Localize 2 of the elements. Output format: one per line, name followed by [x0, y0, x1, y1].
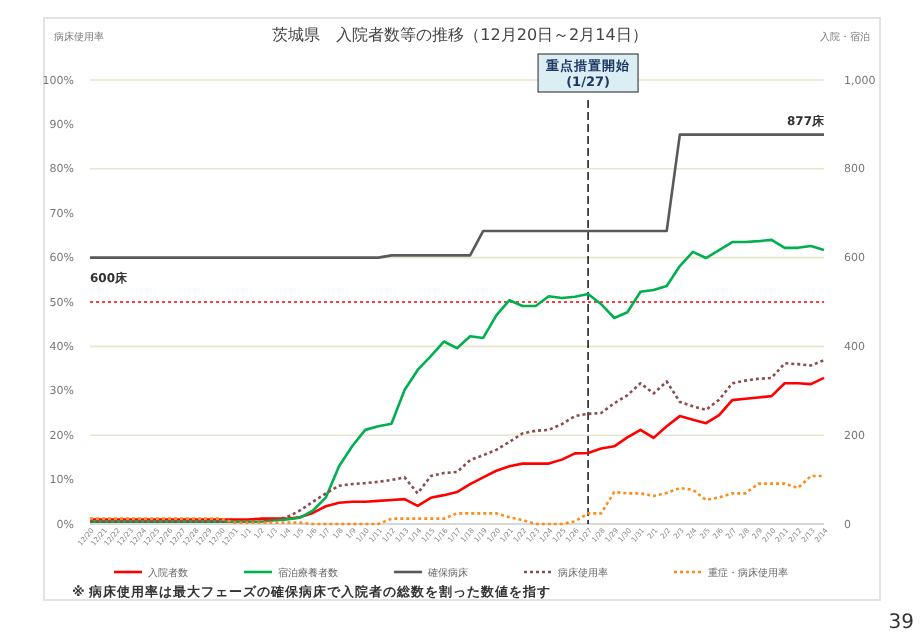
chart-title: 茨城県 入院者数等の推移（12月20日～2月14日） — [272, 26, 648, 44]
text: 39 — [888, 612, 914, 634]
